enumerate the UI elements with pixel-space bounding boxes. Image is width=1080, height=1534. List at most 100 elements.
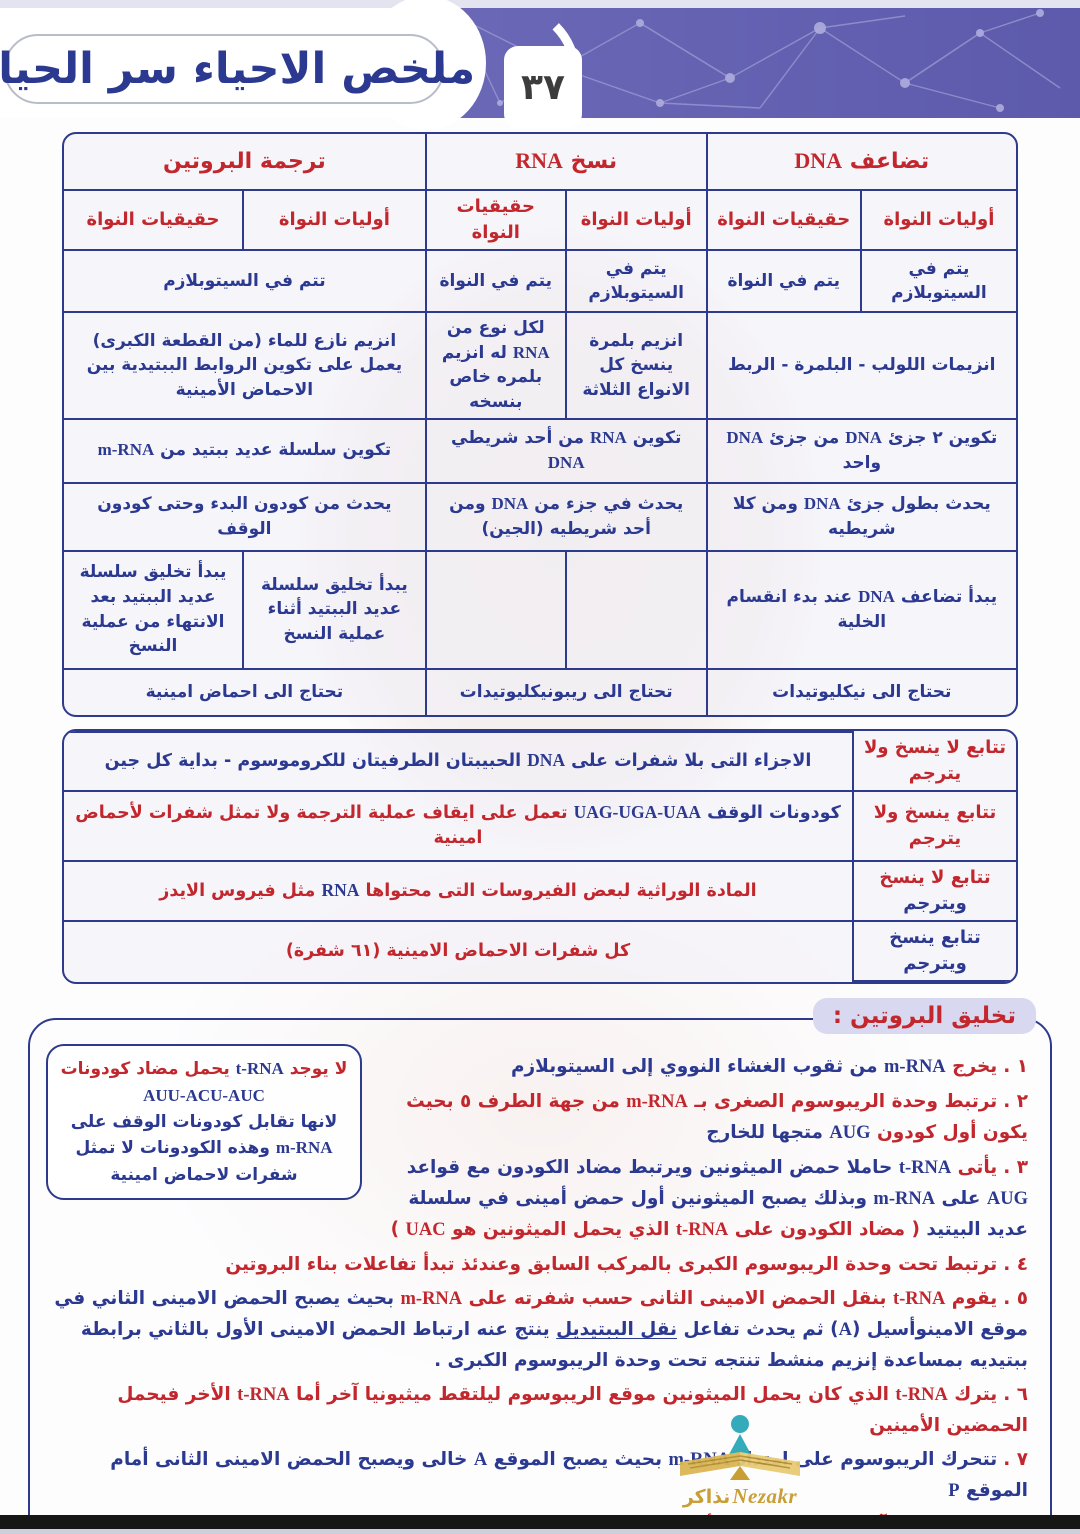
text-segment: t-RNA	[235, 1059, 284, 1079]
table-cell: يتم في النواة	[424, 249, 567, 314]
table-cell: تحتاج الى نيكليوتيدات	[705, 667, 1016, 715]
text-segment: ويترجم	[903, 893, 967, 915]
sequence-label: تتابع لا ينسخ ولا يترجم	[852, 731, 1016, 792]
text-segment: تتابع ينسخ ويترجم	[889, 927, 981, 975]
page-title: ملخص الاحياء سر الحياة	[0, 44, 476, 94]
table-cell: يبدأ تخليق سلسلة عديد الببتيد أثناء عملي…	[242, 549, 427, 670]
sequence-label: تتابع لا ينسخ ويترجم	[852, 859, 1016, 923]
table-cell: يتم في السيتوبلازم	[564, 249, 708, 314]
text-segment: لانها تقابل كودونات الوقف على m-RNA وهذه…	[70, 1112, 338, 1185]
text-segment: كل شفرات الاحماض الامينية (٦١ شفرة)	[285, 941, 631, 962]
table-cell: يبدأ تخليق سلسلة عديد الببتيد بعد الانته…	[64, 549, 244, 670]
text-segment: تتحرك الريبوسوم على امتداد m-RNA بحيث يص…	[110, 1448, 1028, 1501]
nezakr-logo: Nezakrنذاكر	[650, 1412, 830, 1509]
text-segment: تتابع لا ينسخ ولا يترجم	[863, 736, 1007, 784]
open-book-icon	[680, 1415, 800, 1480]
text-segment: يخرج	[945, 1056, 998, 1078]
bottom-bar	[0, 1515, 1080, 1529]
step-number: ٧ .	[1003, 1448, 1028, 1470]
table-cell: انزيم بلمرة ينسخ كل الانواع الثلاثة	[564, 311, 708, 420]
page-number-tab: ٣٧	[504, 46, 582, 128]
text-segment: يقوم t-RNA بنقل الحمض الامينى الثانى حسب…	[400, 1288, 998, 1310]
group-header: نسخ RNA	[424, 134, 708, 191]
table-cell: تحتاج الى احماض امينية	[64, 667, 427, 715]
text-segment: AUU-ACU-AUC	[143, 1085, 265, 1105]
subgroup-header: حقيقيات النواة	[64, 188, 244, 252]
table-cell: يتم في السيتوبلازم	[859, 249, 1016, 314]
step-number: ٣ .	[1003, 1157, 1028, 1179]
step-number: ٥ .	[1003, 1288, 1028, 1310]
protein-step: ٧ .تتحرك الريبوسوم على امتداد m-RNA بحيث…	[50, 1445, 1028, 1507]
table-cell: يحدث من كودون البدء وحتى كودون الوقف	[64, 481, 427, 552]
table-cell	[564, 549, 708, 670]
text-segment: مثل فيروس الايدز	[159, 880, 322, 901]
protein-step: ١ .يخرج m-RNA من ثقوب الغشاء النووي إلى …	[50, 1052, 1028, 1083]
step-number: ٢ .	[1003, 1091, 1028, 1113]
text-segment: الاجزاء التى بلا شفرات على DNA الحبيبتان…	[104, 750, 812, 772]
bottom-edge	[0, 1529, 1080, 1534]
subgroup-header: حقيقيات النواة	[705, 188, 862, 252]
trna-note-box: لا يوجد t-RNA يحمل مضاد كودونات AUU-ACU-A…	[46, 1044, 362, 1201]
subgroup-header: أوليات النواة	[859, 188, 1016, 252]
table-cell: تكوين سلسلة عديد ببتيد من m-RNA	[64, 417, 427, 484]
text-segment: ترتبط وحدة الريبوسوم الصغرى بـ m-RNA من …	[406, 1091, 1028, 1144]
table-cell: يتم في النواة	[705, 249, 862, 314]
protein-step: ٦ .يترك t-RNA الذي كان يحمل الميثونين مو…	[50, 1380, 1028, 1441]
table-cell: تتم في السيتوبلازم	[64, 249, 427, 314]
text-segment: يترك t-RNA الذي كان يحمل الميثونين موقع …	[117, 1384, 1028, 1436]
sequence-label: تتابع ينسخ ولا يترجم	[852, 789, 1016, 862]
subgroup-header: أوليات النواة	[242, 188, 427, 252]
subgroup-header: أوليات النواة	[564, 188, 708, 252]
table-cell: يحدث في جزء من DNA ومن أحد شريطيه (الجين…	[424, 481, 708, 552]
sequence-description: المادة الوراثية لبعض الفيروسات التى محتو…	[64, 859, 854, 923]
text-segment: AUG متجها للخارج	[706, 1122, 871, 1144]
text-segment: تتابع لا ينسخ	[879, 866, 991, 888]
step-number: ٤ .	[1003, 1254, 1028, 1276]
table-cell: انزيم نازع للماء (من القطعة الكبرى) يعمل…	[64, 311, 427, 420]
text-segment: تتابع ينسخ ولا يترجم	[873, 801, 997, 849]
group-header: تضاعف DNA	[705, 134, 1016, 191]
text-segment: لا يوجد	[283, 1059, 348, 1080]
text-segment: بحيث يصبح الحمض الامينى الثاني في موقع ا…	[54, 1288, 1028, 1341]
table-cell: لكل نوع من RNA له انزيم بلمره خاص بنسخه	[424, 311, 567, 420]
text-segment: ينتج عنه ارتباط الحمض الامينى الأول بالث…	[80, 1319, 1028, 1372]
logo-text-arabic: نذاكر	[682, 1486, 731, 1508]
table-cell: تكوين ٢ جزئ DNA من جزئ DNA واحد	[705, 417, 1016, 484]
protein-section-header: تخليق البروتين :	[812, 998, 1036, 1035]
text-segment: كودونات الوقف UAG-UGA-UAA	[573, 802, 841, 824]
protein-step: ٣ .يأتى t-RNA حاملا حمض الميثونين ويرتبط…	[50, 1153, 1028, 1246]
sequences-table: تتابع لا ينسخ ولا يترجم الاجزاء التى بلا …	[64, 730, 1016, 983]
table-cell: يحدث بطول جزئ DNA ومن كلا شريطيه	[705, 481, 1016, 552]
text-segment: يحمل مضاد كودونات	[60, 1059, 236, 1080]
sequence-description: كودونات الوقف UAG-UGA-UAA تعمل على ايقاف…	[64, 789, 854, 862]
step-number: ١ .	[1003, 1056, 1028, 1078]
comparison-table: تضاعف DNA نسخ RNA ترجمة البروتين أوليات الن…	[64, 134, 1016, 715]
text-segment: t-RNA حاملا حمض الميثونين ويرتبط مضاد ال…	[406, 1157, 1028, 1241]
comparison-table-wrap: تضاعف DNA نسخ RNA ترجمة البروتين أوليات الن…	[62, 132, 1018, 717]
table-cell: انزيمات اللولب - البلمرة - الربط	[705, 311, 1016, 420]
text-segment: m-RNA من ثقوب الغشاء النووي إلى السيتوبل…	[510, 1056, 946, 1078]
page-number: ٣٧	[521, 66, 565, 108]
title-capsule: ملخص الاحياء سر الحياة	[0, 34, 475, 104]
text-segment: نقل الببتيديل	[556, 1319, 678, 1341]
sequence-description: الاجزاء التى بلا شفرات على DNA الحبيبتان…	[64, 730, 854, 792]
table-cell: تكوين RNA من أحد شريطي DNA	[424, 417, 708, 484]
step-number: ٦ .	[1003, 1384, 1028, 1405]
text-segment: ترتبط تحت وحدة الريبوسوم الكبرى بالمركب …	[225, 1254, 998, 1276]
protein-section-title: تخليق البروتين :	[832, 1003, 1016, 1030]
protein-synthesis-section: تخليق البروتين : لا يوجد t-RNA يحمل مضاد…	[28, 998, 1052, 1534]
text-segment: RNA	[321, 879, 360, 900]
table-cell: تحتاج الى ريبونيكليوتيدات	[424, 667, 708, 715]
text-segment: تعمل على ايقاف عملية الترجمة ولا تمثل شف…	[75, 803, 568, 849]
protein-step: ٤ .ترتبط تحت وحدة الريبوسوم الكبرى بالمر…	[50, 1250, 1028, 1280]
logo-text-latin: Nezakr	[732, 1484, 798, 1508]
table-cell: يبدأ تضاعف DNA عند بدء انقسام الخلية	[705, 549, 1016, 670]
subgroup-header: حقيقيات النواة	[424, 188, 567, 252]
sequence-description: كل شفرات الاحماض الامينية (٦١ شفرة)	[64, 920, 854, 982]
top-strip	[0, 0, 1080, 8]
text-segment: يأتى	[951, 1157, 998, 1179]
protein-step: ٢ .ترتبط وحدة الريبوسوم الصغرى بـ m-RNA …	[50, 1087, 1028, 1149]
content: تضاعف DNA نسخ RNA ترجمة البروتين أوليات الن…	[0, 128, 1080, 1534]
sequences-table-wrap: تتابع لا ينسخ ولا يترجم الاجزاء التى بلا …	[62, 728, 1018, 985]
